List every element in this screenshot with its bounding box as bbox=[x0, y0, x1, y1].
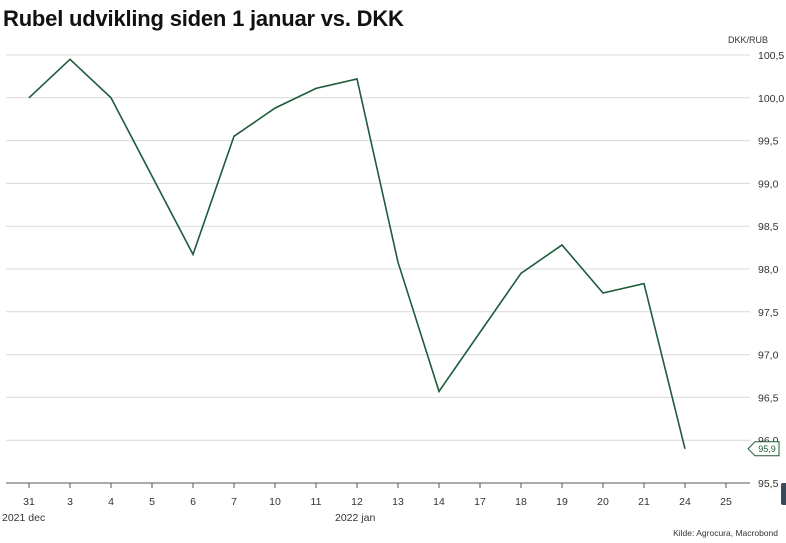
y-tick-label: 98,0 bbox=[758, 264, 779, 276]
grid-lines: 100,5100,099,599,098,598,097,597,096,596… bbox=[6, 50, 784, 490]
y-unit-label: DKK/RUB bbox=[728, 35, 768, 45]
series-line bbox=[28, 58, 686, 449]
chart-title: Rubel udvikling siden 1 januar vs. DKK bbox=[3, 6, 404, 31]
x-tick-label: 7 bbox=[231, 496, 237, 508]
x-group-label: 2022 jan bbox=[335, 512, 375, 524]
x-tick-label: 11 bbox=[311, 496, 322, 508]
x-tick-label: 21 bbox=[638, 496, 650, 508]
scroll-handle bbox=[781, 483, 786, 505]
x-tick-label: 31 bbox=[23, 496, 35, 508]
last-value-marker bbox=[747, 441, 780, 457]
y-tick-label: 97,0 bbox=[758, 350, 779, 362]
x-tick-label: 19 bbox=[556, 496, 568, 508]
last-value-badge: 95,9 bbox=[747, 441, 780, 457]
x-tick-label: 10 bbox=[269, 496, 281, 508]
series-line-group bbox=[28, 58, 686, 449]
x-tick-label: 3 bbox=[67, 496, 73, 508]
x-tick-label: 5 bbox=[149, 496, 155, 508]
y-tick-label: 99,5 bbox=[758, 136, 779, 148]
last-value-label: 95,9 bbox=[758, 444, 776, 454]
axis-labels: DKK/RUB Kilde: Agrocura, Macrobond bbox=[673, 35, 778, 538]
x-tick-label: 24 bbox=[679, 496, 691, 508]
source-note: Kilde: Agrocura, Macrobond bbox=[673, 528, 778, 538]
y-tick-label: 100,5 bbox=[758, 50, 784, 62]
y-tick-label: 97,5 bbox=[758, 307, 779, 319]
x-tick-label: 17 bbox=[474, 496, 486, 508]
x-tick-label: 14 bbox=[433, 496, 445, 508]
y-tick-label: 100,0 bbox=[758, 93, 784, 105]
y-tick-label: 95,5 bbox=[758, 478, 779, 490]
x-tick-label: 18 bbox=[515, 496, 527, 508]
y-tick-label: 96,5 bbox=[758, 392, 779, 404]
y-tick-label: 99,0 bbox=[758, 178, 779, 190]
x-tick-label: 4 bbox=[108, 496, 114, 508]
x-tick-label: 6 bbox=[190, 496, 196, 508]
x-axis: 31 3 4 5 6 7 10 11 12 13 14 17 18 19 20 21 24 25 2021 dec 2… bbox=[2, 483, 732, 524]
x-tick-label: 25 bbox=[720, 496, 732, 508]
x-group-label: 2021 dec bbox=[2, 512, 45, 524]
y-tick-label: 98,5 bbox=[758, 221, 779, 233]
x-tick-label: 13 bbox=[392, 496, 404, 508]
x-tick-label: 12 bbox=[351, 496, 363, 508]
x-tick-label: 20 bbox=[597, 496, 609, 508]
